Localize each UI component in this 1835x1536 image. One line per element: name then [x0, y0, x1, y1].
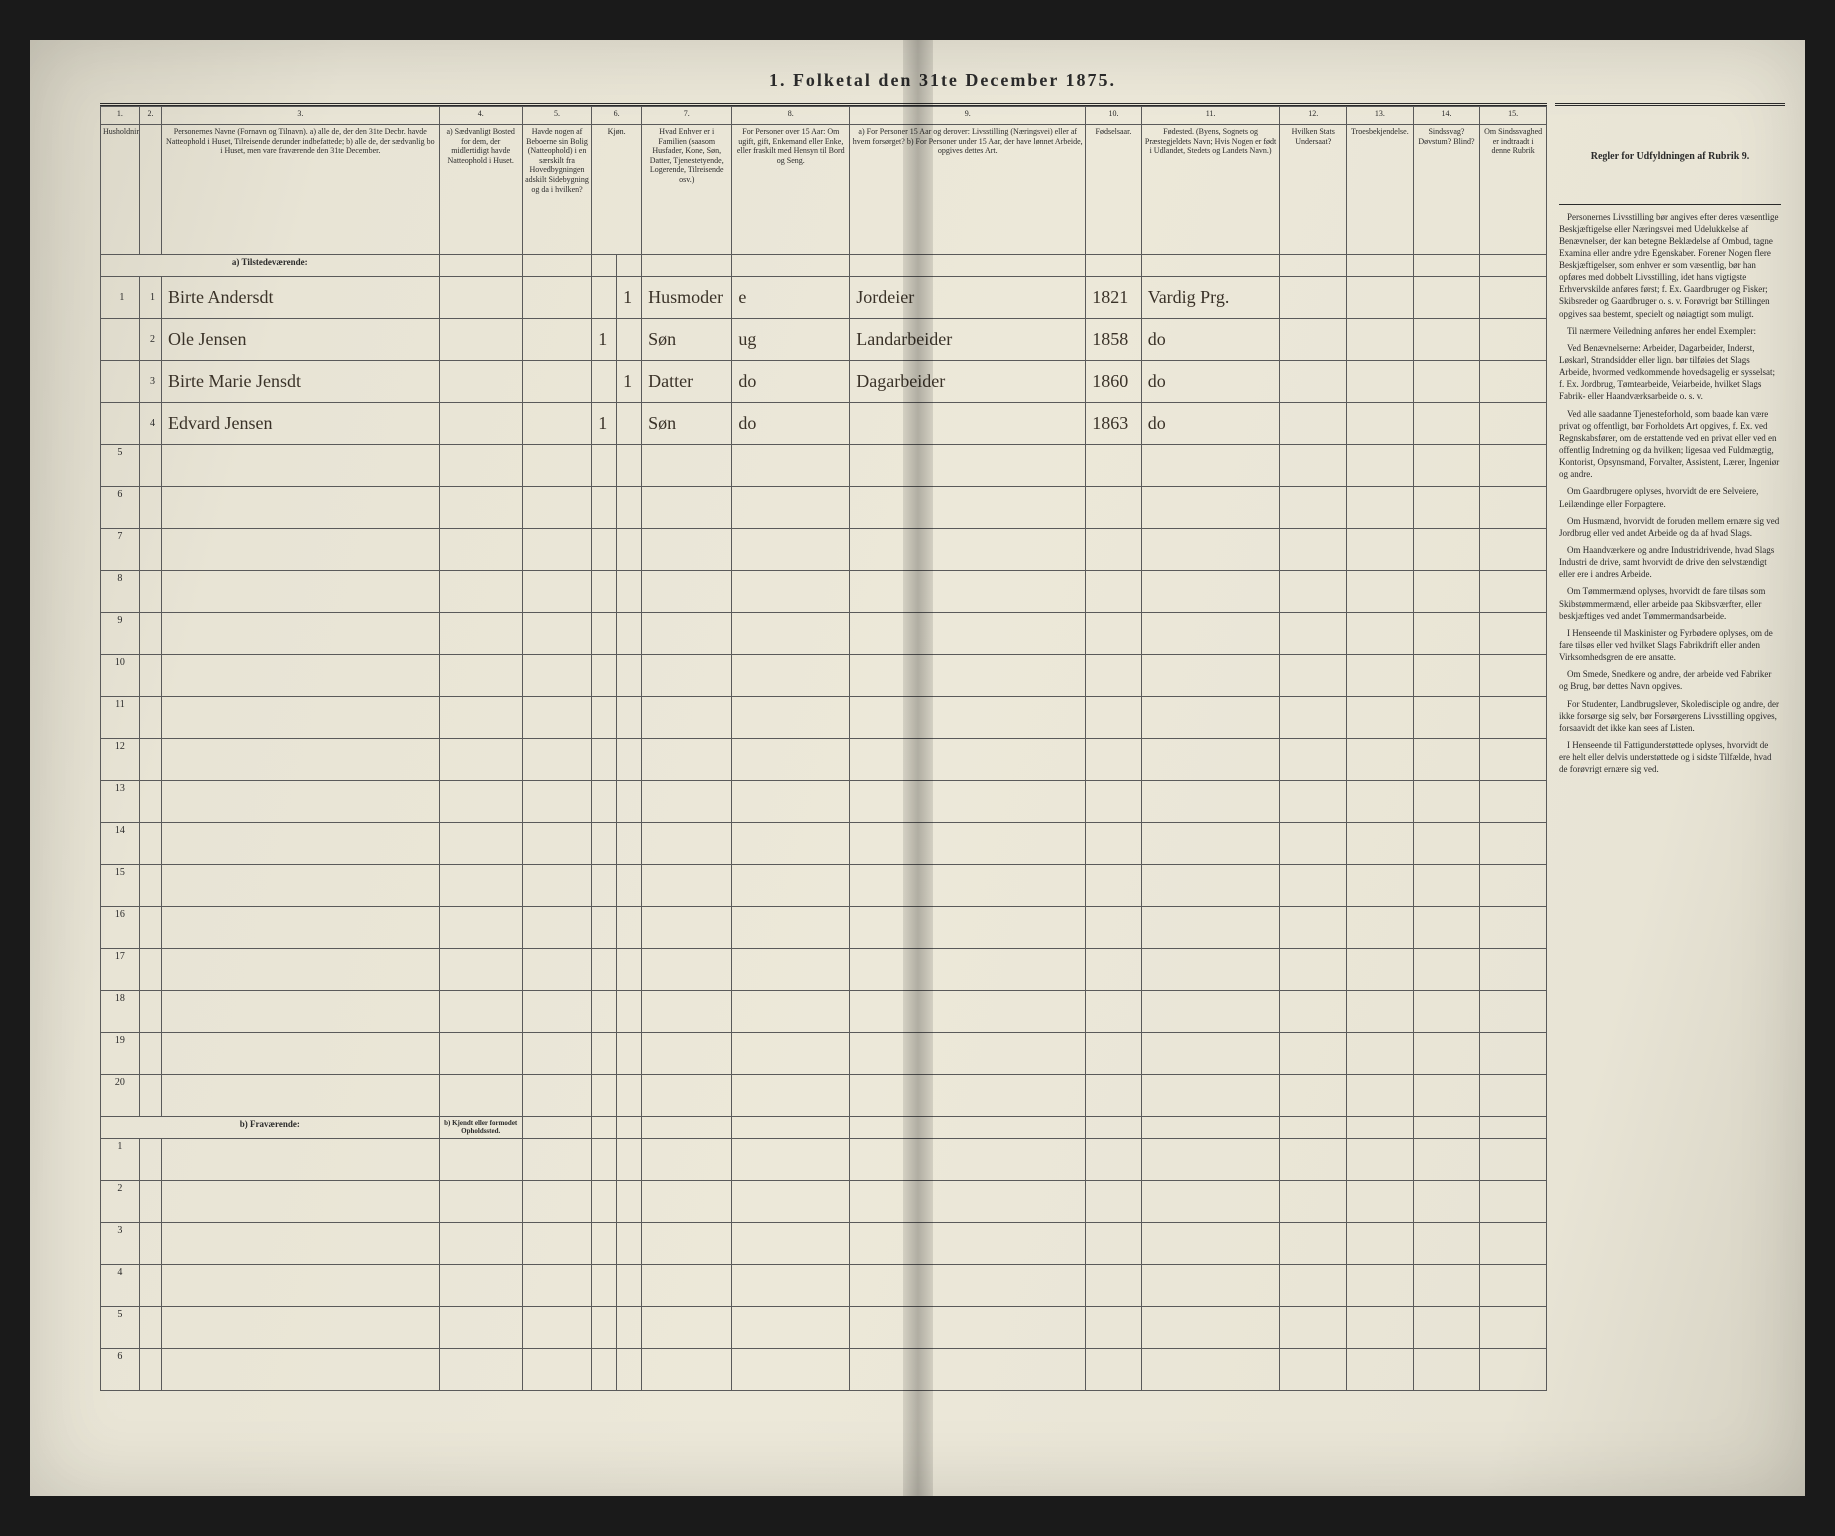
empty-row: 1 [101, 1139, 1547, 1181]
col-header [139, 125, 161, 255]
page-title: 1. Folketal den 31te December 1875. [100, 70, 1785, 91]
instruction-paragraph: Om Haandværkere og andre Industridrivend… [1559, 544, 1781, 580]
empty-row: 18 [101, 991, 1547, 1033]
content-area: 1.2.3.4.5.6.7.8.9.10.11.12.13.14.15. Hus… [100, 103, 1785, 1459]
instructions-text: Personernes Livsstilling bør angives eft… [1559, 211, 1781, 776]
empty-row: 6 [101, 487, 1547, 529]
col-number: 6. [592, 107, 642, 125]
empty-row: 3 [101, 1223, 1547, 1265]
col-number: 13. [1347, 107, 1414, 125]
instruction-paragraph: Ved alle saadanne Tjenesteforhold, som b… [1559, 408, 1781, 481]
instruction-paragraph: Personernes Livsstilling bør angives eft… [1559, 211, 1781, 320]
col-number: 7. [642, 107, 732, 125]
census-table-area: 1.2.3.4.5.6.7.8.9.10.11.12.13.14.15. Hus… [100, 103, 1547, 1459]
col-number: 5. [522, 107, 591, 125]
scan-frame: 1. Folketal den 31te December 1875. 1.2.… [0, 0, 1835, 1536]
census-table: 1.2.3.4.5.6.7.8.9.10.11.12.13.14.15. Hus… [100, 106, 1547, 1391]
census-row: 3Birte Marie Jensdt1DatterdoDagarbeider1… [101, 361, 1547, 403]
instruction-paragraph: I Henseende til Fattigunderstøttede oply… [1559, 739, 1781, 775]
table-body: a) Tilstedeværende:11Birte Andersdt1Husm… [101, 255, 1547, 1391]
col-header: Fødested. (Byens, Sognets og Præstegjeld… [1141, 125, 1280, 255]
col-header: a) For Personer 15 Aar og derover: Livss… [850, 125, 1086, 255]
col-number: 4. [439, 107, 522, 125]
empty-row: 19 [101, 1033, 1547, 1075]
empty-row: 20 [101, 1075, 1547, 1117]
census-page: 1. Folketal den 31te December 1875. 1.2.… [30, 40, 1805, 1496]
col-header: Hvad Enhver er i Familien (saasom Husfad… [642, 125, 732, 255]
instruction-paragraph: Om Husmænd, hvorvidt de foruden mellem e… [1559, 515, 1781, 539]
empty-row: 8 [101, 571, 1547, 613]
census-row: 2Ole Jensen1SønugLandarbeider1858do [101, 319, 1547, 361]
col-header: Kjøn. [592, 125, 642, 255]
empty-row: 11 [101, 697, 1547, 739]
section-b-header: b) Fraværende:b) Kjendt eller formodet O… [101, 1117, 1547, 1139]
empty-row: 13 [101, 781, 1547, 823]
table-header: 1.2.3.4.5.6.7.8.9.10.11.12.13.14.15. Hus… [101, 107, 1547, 255]
instruction-paragraph: Om Tømmermænd oplyses, hvorvidt de fare … [1559, 585, 1781, 621]
empty-row: 6 [101, 1349, 1547, 1391]
col-header: Om Sindssvaghed er indtraadt i denne Rub… [1480, 125, 1547, 255]
col-header: For Personer over 15 Aar: Om ugift, gift… [732, 125, 850, 255]
empty-row: 5 [101, 445, 1547, 487]
instruction-paragraph: Til nærmere Veiledning anføres her endel… [1559, 325, 1781, 337]
col-number: 1. [101, 107, 140, 125]
col-header: Husholdninger. [101, 125, 140, 255]
census-row: 4Edvard Jensen1Søndo1863do [101, 403, 1547, 445]
instruction-paragraph: Om Gaardbrugere oplyses, hvorvidt de ere… [1559, 485, 1781, 509]
census-row: 11Birte Andersdt1HusmodereJordeier1821Va… [101, 277, 1547, 319]
empty-row: 4 [101, 1265, 1547, 1307]
empty-row: 16 [101, 907, 1547, 949]
empty-row: 12 [101, 739, 1547, 781]
empty-row: 17 [101, 949, 1547, 991]
col-number: 9. [850, 107, 1086, 125]
instruction-paragraph: I Henseende til Maskinister og Fyrbødere… [1559, 627, 1781, 663]
empty-row: 9 [101, 613, 1547, 655]
col-header: Hvilken Stats Undersaat? [1280, 125, 1347, 255]
instruction-paragraph: Ved Benævnelserne: Arbeider, Dagarbeider… [1559, 342, 1781, 403]
col-header: Sindssvag? Døvstum? Blind? [1413, 125, 1480, 255]
instructions-column: Regler for Udfyldningen af Rubrik 9. Per… [1555, 103, 1785, 1459]
col-number: 8. [732, 107, 850, 125]
col-number: 3. [162, 107, 440, 125]
col-header: Troesbekjendelse. [1347, 125, 1414, 255]
col-number: 14. [1413, 107, 1480, 125]
col-header: Havde nogen af Beboerne sin Bolig (Natte… [522, 125, 591, 255]
empty-row: 10 [101, 655, 1547, 697]
col-header: Fødselsaar. [1086, 125, 1142, 255]
col-number: 10. [1086, 107, 1142, 125]
col-header: a) Sædvanligt Bosted for dem, der midler… [439, 125, 522, 255]
empty-row: 7 [101, 529, 1547, 571]
empty-row: 2 [101, 1181, 1547, 1223]
empty-row: 15 [101, 865, 1547, 907]
instruction-paragraph: For Studenter, Landbrugslever, Skoledisc… [1559, 698, 1781, 734]
col-header: Personernes Navne (Fornavn og Tilnavn). … [162, 125, 440, 255]
section-a-header: a) Tilstedeværende: [101, 255, 1547, 277]
col16-header: Regler for Udfyldningen af Rubrik 9. [1559, 110, 1781, 205]
col-number: 11. [1141, 107, 1280, 125]
instruction-paragraph: Om Smede, Snedkere og andre, der arbeide… [1559, 668, 1781, 692]
empty-row: 5 [101, 1307, 1547, 1349]
col-number: 12. [1280, 107, 1347, 125]
col-number: 2. [139, 107, 161, 125]
empty-row: 14 [101, 823, 1547, 865]
col-number: 15. [1480, 107, 1547, 125]
